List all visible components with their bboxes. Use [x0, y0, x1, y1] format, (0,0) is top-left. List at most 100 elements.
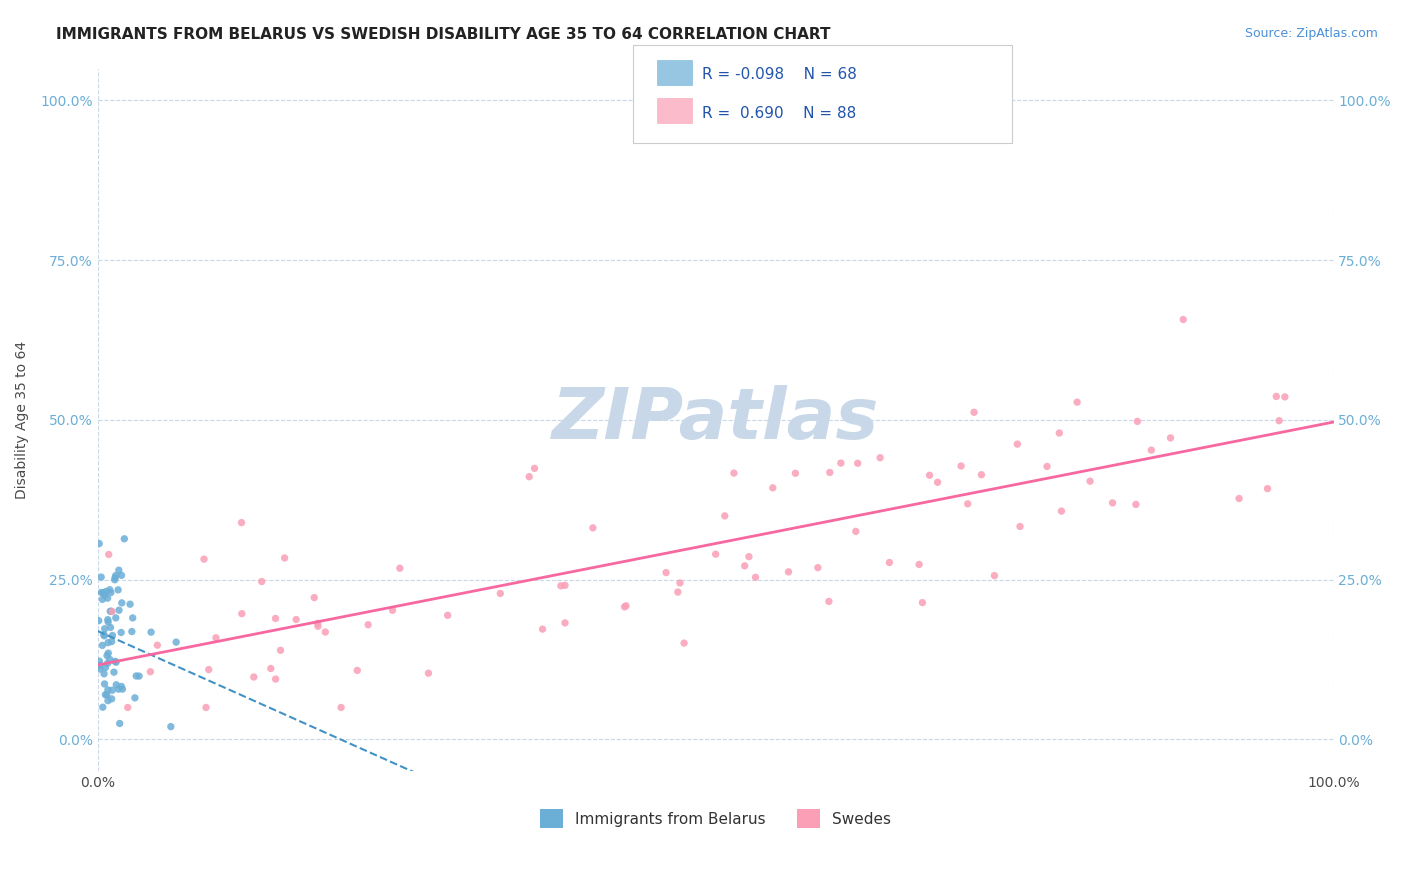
Point [100, 585, 122, 599]
Point [655, 566, 678, 580]
Point [91, 592, 114, 607]
Point [91, 639, 114, 653]
Point [94, 688, 117, 702]
Point [243, 670, 266, 684]
Point [165, 635, 187, 649]
Point [98, 652, 121, 666]
Point [125, 669, 148, 683]
Point [96, 657, 118, 671]
Point [94, 584, 117, 599]
Point [879, 556, 901, 570]
Point [963, 405, 986, 419]
Point [523, 461, 546, 475]
Point [89, 658, 111, 673]
Point [846, 456, 869, 470]
Point [550, 579, 572, 593]
Point [704, 547, 727, 561]
Point [270, 643, 292, 657]
Point [110, 680, 132, 694]
Point [1047, 425, 1070, 440]
Point [918, 468, 941, 483]
Point [436, 608, 458, 623]
Point [531, 622, 554, 636]
Point [231, 607, 253, 621]
Point [418, 666, 440, 681]
Point [1140, 443, 1163, 458]
Point [160, 720, 183, 734]
Point [98, 604, 121, 618]
Point [93, 677, 115, 691]
Point [87, 614, 110, 628]
Point [956, 497, 979, 511]
Point [107, 582, 129, 597]
Point [96, 688, 118, 702]
Point [100, 604, 122, 618]
Point [307, 616, 329, 631]
Point [104, 611, 127, 625]
Point [91, 586, 114, 600]
Point [250, 574, 273, 589]
Point [1256, 482, 1278, 496]
Point [108, 716, 131, 731]
Point [778, 565, 800, 579]
Point [970, 467, 993, 482]
Point [330, 700, 353, 714]
Point [1125, 497, 1147, 511]
Point [554, 615, 576, 630]
Point [89, 654, 111, 668]
Point [845, 524, 868, 539]
Point [100, 691, 122, 706]
Point [97, 591, 120, 606]
Point [128, 669, 150, 683]
Point [110, 625, 132, 640]
Point [388, 561, 411, 575]
Point [108, 603, 131, 617]
Point [139, 665, 162, 679]
Point [666, 585, 689, 599]
Y-axis label: Disability Age 35 to 64: Disability Age 35 to 64 [15, 341, 30, 499]
Point [807, 560, 830, 574]
Point [104, 571, 127, 585]
Point [94, 660, 117, 674]
Point [111, 596, 134, 610]
Point [97, 635, 120, 649]
Point [1008, 519, 1031, 533]
Point [93, 629, 115, 643]
Point [1066, 395, 1088, 409]
Point [97, 694, 120, 708]
Point [103, 665, 125, 680]
Point [97, 682, 120, 697]
Point [195, 700, 218, 714]
Point [121, 611, 143, 625]
Legend: Immigrants from Belarus, Swedes: Immigrants from Belarus, Swedes [534, 803, 897, 834]
Point [554, 578, 576, 592]
Point [101, 628, 124, 642]
Point [146, 638, 169, 652]
Point [285, 613, 308, 627]
Point [307, 619, 329, 633]
Point [101, 683, 124, 698]
Point [950, 458, 973, 473]
Point [100, 634, 122, 648]
Point [90, 570, 112, 584]
Point [738, 549, 761, 564]
Point [118, 597, 141, 611]
Point [107, 563, 129, 577]
Point [983, 568, 1005, 582]
Text: Source: ZipAtlas.com: Source: ZipAtlas.com [1244, 27, 1378, 40]
Point [93, 666, 115, 681]
Point [105, 655, 128, 669]
Point [673, 636, 696, 650]
Point [830, 456, 852, 470]
Point [1227, 491, 1250, 506]
Point [111, 682, 134, 697]
Point [869, 450, 891, 465]
Point [90, 585, 112, 599]
Point [1126, 414, 1149, 428]
Point [89, 662, 111, 676]
Point [93, 622, 115, 636]
Point [911, 596, 934, 610]
Point [97, 548, 120, 562]
Point [260, 661, 283, 675]
Point [818, 594, 841, 608]
